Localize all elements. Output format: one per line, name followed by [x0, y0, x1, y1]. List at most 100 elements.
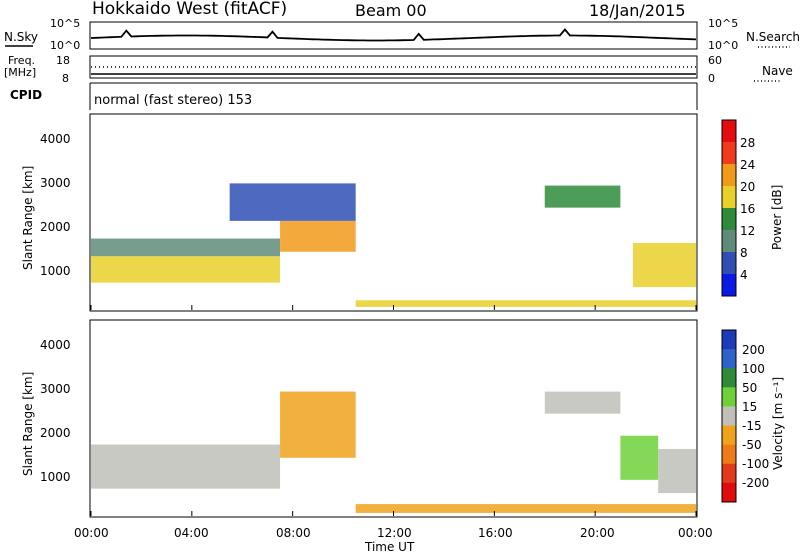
nsky-tick-left-top: 10^5 — [50, 17, 80, 30]
power-data — [90, 183, 697, 310]
x-tick-0400: 04:00 — [174, 526, 209, 540]
cpid-label: CPID — [10, 88, 42, 102]
nsky-tick-right-top: 10^5 — [708, 17, 738, 30]
x-axis-label: Time UT — [364, 540, 415, 554]
date-title: 18/Jan/2015 — [589, 1, 686, 20]
heatmap-region — [620, 435, 659, 480]
power-colorbar-swatch — [722, 186, 736, 209]
cpid-panel: CPID normal (fast stereo) 153 — [10, 82, 698, 110]
freq-tick-bottom: 8 — [62, 72, 69, 85]
velocity-cbar-tick-50: 50 — [742, 381, 757, 395]
freq-frame — [89, 55, 698, 79]
velocity-colorbar: 200 100 50 15 -15 -50 -100 -200 Velocity… — [721, 329, 785, 503]
freq-label-2: [MHz] — [4, 66, 36, 79]
station-title: Hokkaido West (fitACF) — [92, 0, 287, 19]
heatmap-region — [658, 448, 696, 494]
power-y-tick-2000: 2000 — [40, 220, 71, 234]
power-colorbar-frame — [721, 119, 737, 297]
heatmap-region — [91, 256, 281, 283]
x-tick-2400: 00:00 — [678, 526, 713, 540]
nsky-frame — [89, 21, 698, 50]
heatmap-region — [355, 504, 696, 513]
heatmap-region — [91, 238, 281, 257]
velocity-ylabel: Slant Range [km] — [21, 372, 35, 476]
heatmap-region — [544, 185, 621, 208]
power-cbar-tick-16: 16 — [740, 202, 755, 216]
power-colorbar-swatch — [722, 230, 736, 253]
x-axis: 00:00 04:00 08:00 12:00 16:00 20:00 00:0… — [74, 526, 713, 554]
beam-title: Beam 00 — [355, 1, 427, 20]
velocity-colorbar-swatch — [722, 482, 736, 503]
nave-tick-bottom: 0 — [708, 72, 715, 85]
x-tick-1200: 12:00 — [377, 526, 412, 540]
velocity-colorbar-frame — [721, 329, 737, 503]
power-cbar-tick-24: 24 — [740, 158, 755, 172]
power-y-tick-1000: 1000 — [40, 264, 71, 278]
power-y-tick-3000: 3000 — [40, 176, 71, 190]
power-colorbar-swatch — [722, 164, 736, 187]
velocity-cbar-tick-neg50: -50 — [742, 438, 762, 452]
nave-tick-top: 60 — [708, 54, 722, 67]
power-colorbar-swatch — [722, 274, 736, 297]
power-colorbar-swatch — [722, 120, 736, 143]
freq-panel: Freq. [MHz] 18 8 60 0 Nave — [4, 54, 793, 85]
power-ylabel: Slant Range [km] — [21, 166, 35, 270]
velocity-colorbar-swatch — [722, 387, 736, 407]
power-cbar-tick-4: 4 — [740, 268, 748, 282]
power-colorbar-swatches — [722, 120, 736, 297]
nsky-panel: N.Sky 10^5 10^0 10^5 10^0 N.Search — [4, 17, 800, 52]
velocity-cbar-tick-200: 200 — [742, 343, 765, 357]
power-cbar-tick-28: 28 — [740, 136, 755, 150]
x-tick-0800: 08:00 — [276, 526, 311, 540]
cpid-text: normal (fast stereo) 153 — [94, 93, 252, 108]
freq-tick-top: 18 — [56, 54, 70, 67]
velocity-colorbar-swatch — [722, 349, 736, 369]
power-cbar-tick-8: 8 — [740, 246, 748, 260]
x-tick-1600: 16:00 — [478, 526, 513, 540]
power-panel: 1000 2000 3000 4000 Slant Range [km] — [21, 113, 698, 312]
power-colorbar-swatch — [722, 208, 736, 231]
velocity-colorbar-swatches — [722, 330, 736, 503]
heatmap-region — [544, 391, 621, 414]
velocity-cbar-tick-neg15: -15 — [742, 419, 762, 433]
velocity-colorbar-label: Velocity [m s⁻¹] — [771, 377, 785, 470]
velocity-cbar-tick-neg100: -100 — [742, 457, 769, 471]
velocity-y-tick-2000: 2000 — [40, 426, 71, 440]
power-y-tick-4000: 4000 — [40, 132, 71, 146]
velocity-colorbar-swatch — [722, 463, 736, 484]
power-colorbar-swatch — [722, 142, 736, 165]
power-colorbar-swatch — [722, 252, 736, 275]
power-cbar-tick-12: 12 — [740, 224, 755, 238]
velocity-cbar-tick-15: 15 — [742, 400, 757, 414]
velocity-y-tick-3000: 3000 — [40, 382, 71, 396]
velocity-data — [90, 391, 697, 516]
heatmap-region — [229, 183, 356, 221]
heatmap-region — [632, 242, 696, 288]
velocity-cbar-tick-neg200: -200 — [742, 476, 769, 490]
heatmap-region — [355, 300, 696, 307]
x-tick-0000: 00:00 — [74, 526, 109, 540]
velocity-cbar-tick-100: 100 — [742, 362, 765, 376]
nsky-tick-left-bottom: 10^0 — [50, 39, 80, 52]
nsky-left-label: N.Sky — [4, 30, 38, 44]
heatmap-region — [91, 444, 281, 489]
freq-label-1: Freq. — [8, 54, 35, 67]
heatmap-region — [280, 220, 356, 252]
heatmap-region — [280, 391, 356, 458]
velocity-panel: 1000 2000 3000 4000 Slant Range [km] — [21, 319, 698, 518]
nave-label: Nave — [762, 64, 793, 78]
velocity-colorbar-swatch — [722, 330, 736, 350]
velocity-colorbar-swatch — [722, 425, 736, 446]
velocity-colorbar-swatch — [722, 406, 736, 427]
power-colorbar: 4 8 12 16 20 24 28 Power [dB] — [721, 119, 784, 297]
nsky-line — [90, 28, 697, 42]
velocity-y-tick-1000: 1000 — [40, 470, 71, 484]
power-cbar-tick-20: 20 — [740, 180, 755, 194]
velocity-y-tick-4000: 4000 — [40, 338, 71, 352]
velocity-colorbar-swatch — [722, 368, 736, 388]
nsearch-label: N.Search — [746, 30, 800, 44]
power-colorbar-label: Power [dB] — [770, 185, 784, 250]
nsky-tick-right-bottom: 10^0 — [708, 39, 738, 52]
x-tick-2000: 20:00 — [580, 526, 615, 540]
